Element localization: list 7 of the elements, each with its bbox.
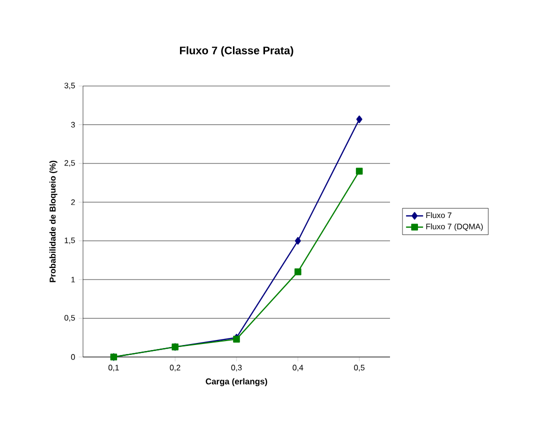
point bbox=[294, 268, 302, 276]
x-axis-title: Carga (erlangs) bbox=[206, 378, 268, 386]
point bbox=[356, 115, 362, 124]
point bbox=[294, 237, 301, 245]
y-axis-title: Probabilidade de Bloqueio (%) bbox=[49, 160, 58, 282]
chart-title: Fluxo 7 (Classe Prata) bbox=[180, 46, 294, 56]
point bbox=[356, 168, 363, 175]
